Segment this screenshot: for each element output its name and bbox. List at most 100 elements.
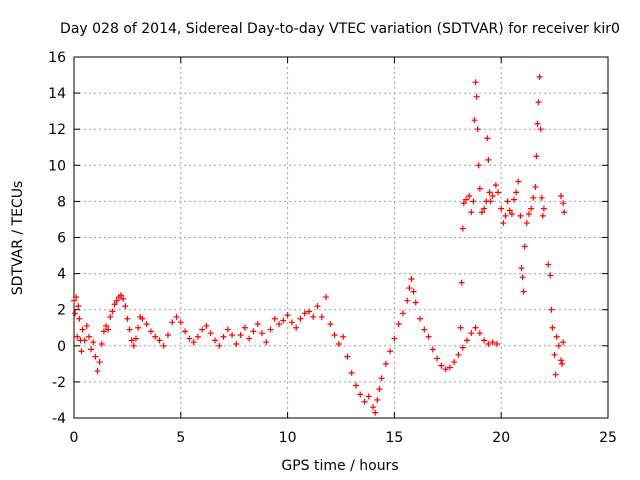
data-point	[305, 308, 312, 315]
data-point	[489, 192, 496, 199]
data-point	[241, 324, 248, 331]
data-point	[523, 220, 530, 227]
data-point	[147, 328, 154, 335]
data-point	[558, 192, 565, 199]
data-point	[327, 321, 334, 328]
data-point	[340, 333, 347, 340]
data-point	[504, 198, 511, 205]
data-point	[374, 396, 381, 403]
data-point	[98, 340, 105, 347]
data-point	[515, 178, 522, 185]
data-point	[194, 333, 201, 340]
data-point	[476, 185, 483, 192]
data-point	[190, 339, 197, 346]
data-point	[376, 386, 383, 393]
data-point	[537, 126, 544, 133]
x-tick-label: 20	[492, 430, 510, 446]
data-point	[446, 364, 453, 371]
data-point	[271, 315, 278, 322]
data-point	[530, 194, 537, 201]
chart-title: Day 028 of 2014, Sidereal Day-to-day VTE…	[60, 21, 620, 37]
data-point	[532, 183, 539, 190]
x-tick-label: 0	[70, 430, 79, 446]
data-point	[331, 331, 338, 338]
data-point	[494, 189, 501, 196]
data-point	[508, 211, 515, 218]
data-point	[301, 310, 308, 317]
data-point	[561, 209, 568, 216]
data-point	[357, 391, 364, 398]
data-point	[451, 359, 458, 366]
data-point	[519, 274, 526, 281]
data-point	[468, 209, 475, 216]
data-point	[412, 299, 419, 306]
data-point	[511, 196, 518, 203]
data-point	[484, 135, 491, 142]
data-point	[493, 340, 500, 347]
data-point	[361, 398, 368, 405]
data-point	[548, 306, 555, 313]
data-point	[203, 322, 210, 329]
data-point	[410, 288, 417, 295]
data-point	[130, 342, 137, 349]
data-point	[486, 189, 493, 196]
data-point	[560, 200, 567, 207]
data-point	[96, 359, 103, 366]
data-point	[560, 339, 567, 346]
data-point	[485, 340, 492, 347]
data-point	[152, 333, 159, 340]
data-point	[404, 297, 411, 304]
data-point	[276, 321, 283, 328]
data-point	[487, 198, 494, 205]
data-point	[224, 326, 231, 333]
data-point	[370, 404, 377, 411]
data-point	[506, 207, 513, 214]
data-point	[545, 261, 552, 268]
data-point	[481, 337, 488, 344]
data-point	[460, 200, 467, 207]
axes-layer: 0 5 10 15 20 25 -4 -2 0 2 4 6 8 10 12 14 16	[48, 50, 617, 446]
data-point	[540, 205, 547, 212]
data-point	[92, 353, 99, 360]
data-point	[83, 322, 90, 329]
x-tick-label: 15	[385, 430, 403, 446]
data-point	[466, 192, 473, 199]
data-point	[474, 126, 481, 133]
data-point	[267, 326, 274, 333]
data-point	[470, 198, 477, 205]
data-point	[387, 348, 394, 355]
data-point	[481, 205, 488, 212]
data-point	[421, 326, 428, 333]
data-point	[71, 297, 77, 304]
data-point	[207, 330, 214, 337]
data-point	[90, 339, 97, 346]
data-point	[538, 194, 545, 201]
data-point	[547, 272, 554, 279]
data-point	[476, 330, 483, 337]
y-tick-label: 12	[48, 122, 66, 138]
data-point	[81, 337, 88, 344]
data-point	[553, 333, 560, 340]
data-point	[372, 409, 379, 416]
data-point	[492, 182, 499, 189]
data-point	[107, 313, 114, 320]
data-point	[459, 225, 466, 232]
data-point	[122, 303, 129, 310]
y-tick-label: 0	[57, 339, 66, 355]
data-point	[169, 319, 176, 326]
data-point	[335, 340, 342, 347]
data-point	[258, 330, 265, 337]
y-tick-label: 16	[48, 50, 66, 66]
data-point	[246, 335, 253, 342]
data-point	[395, 321, 402, 328]
data-point	[237, 331, 244, 338]
data-point	[160, 342, 167, 349]
data-point	[500, 220, 507, 227]
data-point	[75, 303, 82, 310]
data-point	[105, 326, 112, 333]
data-point	[177, 319, 184, 326]
data-point	[79, 326, 86, 333]
data-point	[182, 328, 189, 335]
data-point	[229, 331, 236, 338]
